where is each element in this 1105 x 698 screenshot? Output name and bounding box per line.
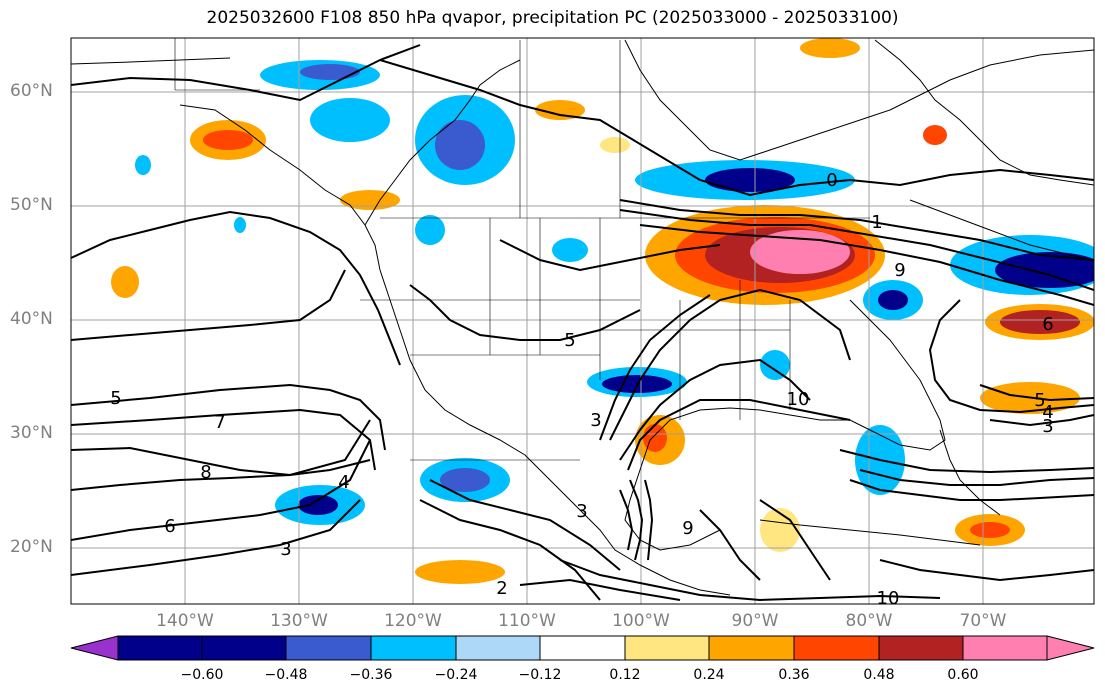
contour-label: 8 <box>200 462 211 483</box>
longitude-label: 90°W <box>731 611 779 631</box>
contour-label: 10 <box>787 389 810 410</box>
longitude-label: 130°W <box>270 611 328 631</box>
negative-anomaly-region <box>760 350 790 380</box>
positive-anomaly-region <box>340 190 400 210</box>
qvapor-contours <box>71 44 1094 602</box>
contour-label: 6 <box>1042 314 1053 335</box>
lat-lon-grid <box>71 38 1094 604</box>
negative-anomaly-region <box>552 238 588 262</box>
colorbar-bin <box>455 635 541 661</box>
colorbar-bin <box>624 635 710 661</box>
negative-anomaly-region <box>878 290 908 310</box>
latitude-label: 60°N <box>10 81 53 101</box>
positive-anomaly-region <box>600 137 630 153</box>
positive-anomaly-region <box>643 424 667 452</box>
map-title: 2025032600 F108 850 hPa qvapor, precipit… <box>206 8 899 28</box>
positive-anomaly-region <box>203 130 253 150</box>
contour-label: 3 <box>280 539 291 560</box>
latitude-label: 40°N <box>10 309 53 329</box>
longitude-label: 100°W <box>612 611 670 631</box>
contour-label: 6 <box>164 516 175 537</box>
contour-label: 7 <box>214 412 225 433</box>
colorbar-bin <box>962 635 1048 661</box>
contour-label: 3 <box>1042 416 1053 437</box>
negative-anomaly-region <box>300 64 360 80</box>
positive-anomaly-region <box>800 38 860 58</box>
contour-label: 3 <box>576 501 587 522</box>
negative-anomaly-region <box>440 468 490 492</box>
latitude-label: 30°N <box>10 423 53 443</box>
longitude-label: 110°W <box>498 611 556 631</box>
contour-label: 1 <box>871 212 882 233</box>
positive-anomaly-region <box>970 522 1010 538</box>
contour-label: 9 <box>682 518 693 539</box>
colorbar-extend-low <box>70 635 119 661</box>
colorbar-tick-label: −0.48 <box>264 667 308 683</box>
contour-label: 5 <box>1034 390 1045 411</box>
negative-anomaly-region <box>298 495 338 515</box>
longitude-label: 140°W <box>156 611 214 631</box>
colorbar-extend-high <box>1046 635 1095 661</box>
longitude-label: 80°W <box>845 611 893 631</box>
colorbar-tick-label: 0.36 <box>778 667 810 683</box>
longitude-label: 70°W <box>959 611 1007 631</box>
contour-label: 4 <box>1042 402 1053 423</box>
colorbar-bin <box>708 635 795 661</box>
contour-label: 2 <box>496 578 507 599</box>
colorbar-bin <box>539 635 626 661</box>
longitude-label: 120°W <box>384 611 442 631</box>
positive-anomaly-region <box>535 100 585 120</box>
negative-anomaly-region <box>415 215 445 245</box>
colorbar-tick-label: −0.12 <box>518 667 562 683</box>
contour-label: 5 <box>110 388 121 409</box>
political-borders <box>174 38 870 461</box>
colorbar-tick-label: 0.60 <box>947 667 979 683</box>
contour-label: 9 <box>894 260 905 281</box>
positive-anomaly-region <box>111 266 139 298</box>
colorbar-tick-label: 0.48 <box>863 667 895 683</box>
negative-anomaly-region <box>435 120 485 170</box>
positive-anomaly-region <box>1000 310 1080 334</box>
contour-label: 4 <box>338 472 349 493</box>
colorbar-tick-label: 0.24 <box>693 667 725 683</box>
coastlines <box>71 39 1094 596</box>
positive-anomaly-region <box>760 508 800 552</box>
contour-label: 0 <box>826 170 837 191</box>
colorbar-tick-label: −0.36 <box>349 667 393 683</box>
latitude-label: 50°N <box>10 195 53 215</box>
positive-anomaly-region <box>415 560 505 584</box>
colorbar-tick-label: −0.24 <box>434 667 478 683</box>
colorbar-tick-label: 0.12 <box>609 667 641 683</box>
colorbar-tick-label: −0.60 <box>180 667 224 683</box>
colorbar-bin <box>201 635 287 661</box>
colorbar <box>70 635 1095 661</box>
colorbar-bin <box>117 635 203 661</box>
colorbar-bin <box>285 635 372 661</box>
colorbar-bin <box>370 635 457 661</box>
map-frame <box>70 37 1095 605</box>
colorbar-bin <box>878 635 964 661</box>
negative-anomaly-region <box>310 98 390 142</box>
negative-anomaly-region <box>705 168 795 192</box>
colorbar-bin <box>793 635 880 661</box>
negative-anomaly-region <box>995 252 1094 288</box>
contour-label: 5 <box>564 330 575 351</box>
contour-label: 3 <box>590 410 601 431</box>
negative-anomaly-region <box>234 217 246 233</box>
positive-anomaly-region <box>923 125 947 145</box>
precipitation-shading <box>111 38 1094 584</box>
contour-label: 10 <box>877 588 900 609</box>
latitude-label: 20°N <box>10 537 53 557</box>
negative-anomaly-region <box>135 155 151 175</box>
